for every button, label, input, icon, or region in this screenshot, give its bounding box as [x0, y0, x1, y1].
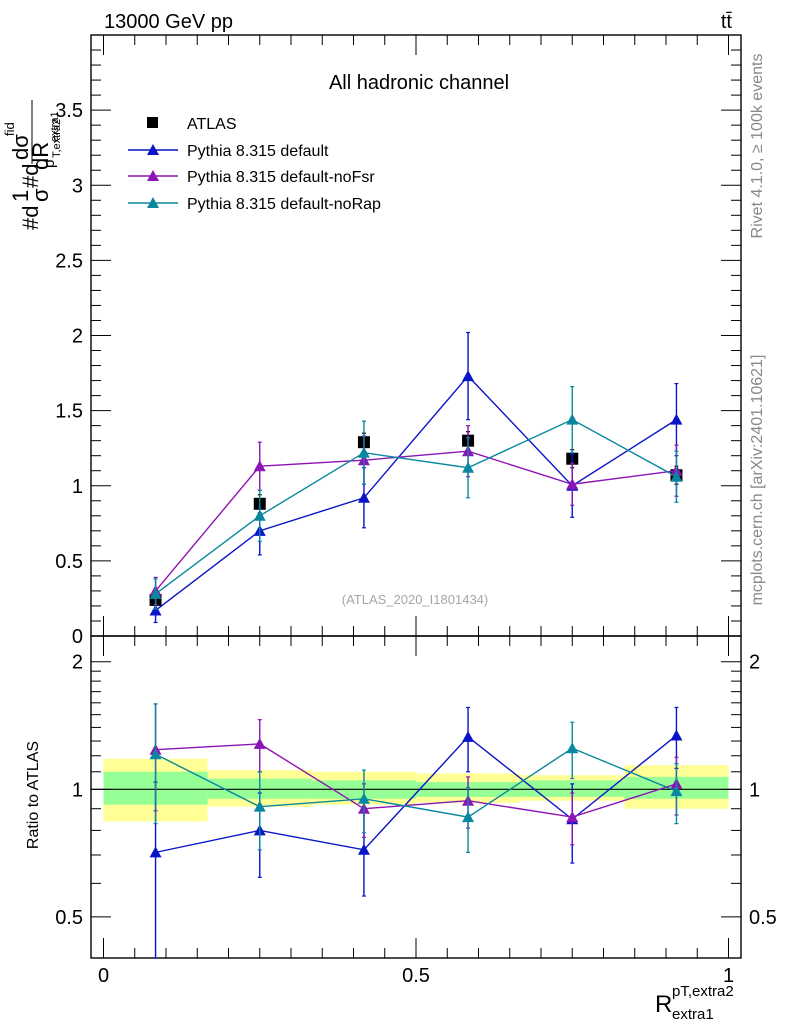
ratio-ytick-label: 0.5	[55, 907, 83, 929]
ylabel-hash-d-1: #d	[18, 206, 43, 230]
legend-marker-default	[147, 144, 159, 155]
ratio-point-noRap	[357, 792, 370, 804]
main-ytick-label: 1.5	[55, 401, 83, 423]
ratio-point-noRap	[566, 742, 579, 754]
xlabel-sub: extra1	[672, 1006, 714, 1023]
main-point-noRap	[462, 461, 475, 473]
ratio-xtick-label: 0	[98, 965, 109, 987]
ylabel-extra1: extra1	[49, 111, 61, 142]
main-point-noRap	[149, 587, 162, 599]
legend: ATLAS Pythia 8.315 default Pythia 8.315 …	[128, 116, 381, 213]
main-point-noFsr	[566, 478, 579, 490]
main-ytick-label: 0	[72, 626, 83, 648]
ratio-point-default	[357, 843, 370, 855]
ratio-ytick-label-right: 1	[749, 779, 760, 801]
ratio-ytick-label: 1	[72, 779, 83, 801]
main-ytick-label: 1	[72, 476, 83, 498]
legend-marker-nofsr	[147, 170, 159, 181]
main-point-noRap	[357, 446, 370, 458]
xlabel-r: R	[655, 991, 672, 1018]
ylabel-dsigma: dσ	[8, 134, 33, 160]
ratio-ylabel: Ratio to ATLAS	[25, 741, 42, 849]
energy-label: 13000 GeV pp	[104, 11, 233, 33]
main-point-default	[670, 413, 683, 425]
main-point-default	[357, 491, 370, 503]
xlabel: R pT,extra2 extra1	[655, 983, 734, 1023]
ratio-line-noRap	[155, 747, 677, 818]
ratio-point-noRap	[149, 748, 162, 760]
main-ytick-label: 2.5	[55, 250, 83, 272]
main-point-noFsr	[253, 460, 266, 472]
main-line-noRap	[155, 418, 677, 595]
ratio-xtick-label: 1	[723, 965, 734, 987]
legend-label-norap: Pythia 8.315 default-noRap	[187, 196, 381, 213]
ratio-ytick-label-right: 0.5	[749, 907, 777, 929]
ratio-series-noRap	[149, 703, 683, 853]
main-point-default	[462, 370, 475, 382]
legend-marker-norap	[147, 197, 159, 208]
main-series-noRap	[149, 385, 683, 610]
ylabel-sigma: σ	[28, 188, 53, 202]
ylabel-one: 1	[8, 190, 33, 202]
ratio-point-noRap	[462, 811, 475, 823]
main-point-noRap	[253, 509, 266, 521]
main-line-default	[155, 375, 677, 612]
ylabel-fid: fid	[2, 122, 17, 136]
main-point-noRap	[566, 413, 579, 425]
ratio-point-noRap	[253, 800, 266, 812]
rivet-label: Rivet 4.1.0, ≥ 100k events	[749, 54, 766, 239]
ratio-point-default	[462, 730, 475, 742]
analysis-watermark: (ATLAS_2020_I1801434)	[342, 592, 488, 607]
legend-marker-atlas	[147, 117, 158, 128]
ylabel-pt-sub: T,extra2	[51, 119, 63, 158]
ratio-line-noFsr	[155, 743, 677, 818]
main-ytick-label: 3.5	[55, 100, 83, 122]
main-ytick-label: 3	[72, 175, 83, 197]
ratio-ytick-label-right: 2	[749, 652, 760, 674]
plot-layer: 0 0.5 1 1.5 2 2.5 3 3.5 0 0.5 1 0.5 0.5 1 1 2 2	[55, 34, 777, 987]
main-point-default	[149, 604, 162, 616]
ylabel-p: p	[41, 160, 58, 168]
ratio-ytick-label: 2	[72, 652, 83, 674]
ratio-xtick-label: 0.5	[402, 965, 430, 987]
ratio-point-default	[149, 846, 162, 858]
ylabel-hash-d-2: #d	[18, 164, 43, 188]
ratio-point-default	[670, 729, 683, 741]
main-title: All hadronic channel	[329, 72, 509, 94]
main-ytick-label: 0.5	[55, 551, 83, 573]
legend-label-nofsr: Pythia 8.315 default-noFsr	[187, 169, 375, 186]
legend-label-default: Pythia 8.315 default	[187, 143, 329, 160]
main-ylabel: #d 1 σ #d dσ fid p T,extra2 dR dR extra1	[2, 100, 63, 230]
xlabel-sup: pT,extra2	[672, 983, 734, 1000]
main-ytick-label: 2	[72, 326, 83, 348]
main-point-noRap	[670, 470, 683, 482]
ratio-line-default	[155, 734, 677, 854]
legend-label-atlas: ATLAS	[187, 116, 237, 133]
process-label: tt̄	[721, 11, 733, 33]
ratio-point-noRap	[670, 785, 683, 797]
ratio-point-noFsr	[566, 811, 579, 823]
mcplots-label: mcplots.cern.ch [arXiv:2401.10621]	[749, 355, 766, 606]
main-line-noFsr	[155, 450, 677, 592]
ratio-point-noFsr	[253, 737, 266, 749]
